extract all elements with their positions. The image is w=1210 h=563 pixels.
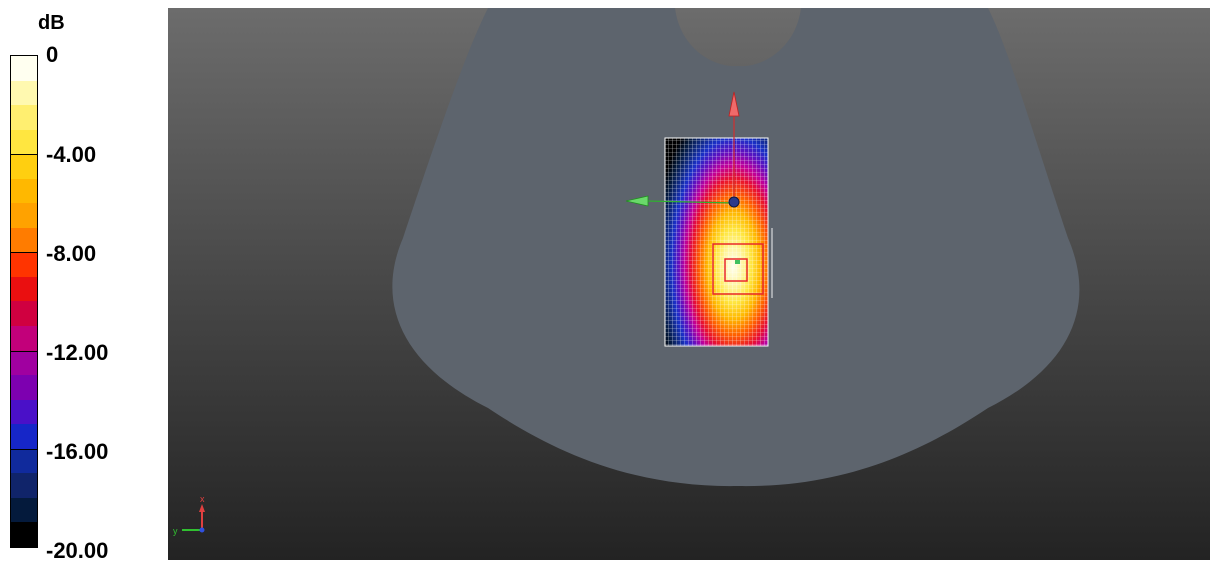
peak-inner-box bbox=[724, 258, 748, 282]
legend-tick-1: -4.00 bbox=[46, 142, 97, 167]
legend-band bbox=[11, 326, 37, 351]
legend-tick-0: 0 bbox=[46, 42, 59, 67]
legend-tick-2: -8.00 bbox=[46, 241, 97, 266]
axis-y-label: y bbox=[173, 526, 178, 536]
legend-band bbox=[11, 80, 37, 106]
legend-band bbox=[11, 424, 37, 449]
axis-x-label: x bbox=[200, 494, 205, 504]
legend-band bbox=[11, 56, 37, 81]
legend-band bbox=[11, 154, 37, 179]
probe-center bbox=[728, 196, 740, 208]
legend-band bbox=[11, 497, 37, 523]
legend-band bbox=[11, 375, 37, 400]
3d-viewport[interactable]: x y bbox=[168, 8, 1210, 560]
probe-gizmo[interactable] bbox=[625, 91, 740, 208]
legend-band bbox=[11, 276, 37, 302]
legend-band bbox=[11, 350, 37, 376]
legend-band bbox=[11, 399, 37, 425]
legend-band bbox=[11, 129, 37, 155]
orientation-axes-icon: x y bbox=[173, 494, 205, 536]
color-scale-bar bbox=[10, 55, 38, 548]
legend-tick-4: -16.00 bbox=[46, 439, 109, 464]
legend-band bbox=[11, 252, 37, 277]
peak-outer-box bbox=[712, 243, 764, 295]
scene-canvas[interactable]: x y bbox=[168, 8, 1210, 560]
peak-marker bbox=[735, 260, 740, 264]
legend-band bbox=[11, 105, 37, 130]
sar-field-patch bbox=[664, 137, 769, 347]
legend-band bbox=[11, 448, 37, 474]
legend-tick-3: -12.00 bbox=[46, 340, 109, 365]
legend-band bbox=[11, 203, 37, 228]
color-legend: dB 0 -4.00 -8.00 -12.00 -16.00 -20.00 bbox=[0, 0, 168, 563]
legend-unit-label: dB bbox=[38, 12, 65, 34]
legend-band bbox=[11, 522, 37, 547]
legend-band bbox=[11, 178, 37, 204]
legend-band bbox=[11, 227, 37, 253]
legend-band bbox=[11, 473, 37, 498]
legend-tick-5: -20.00 bbox=[46, 538, 109, 563]
legend-band bbox=[11, 301, 37, 327]
